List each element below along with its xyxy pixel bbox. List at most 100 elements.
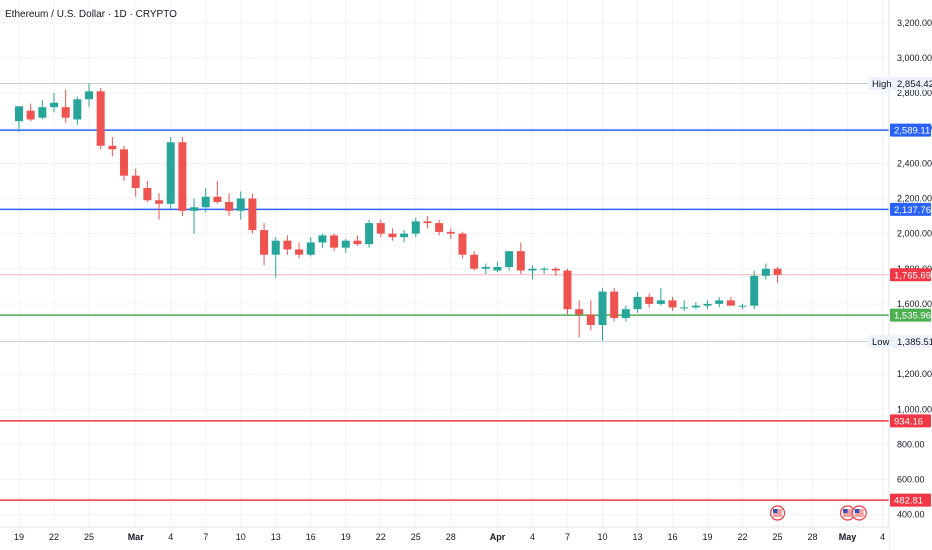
x-tick-label: 4: [530, 532, 535, 542]
candle-up[interactable]: [540, 267, 549, 275]
candle-up[interactable]: [703, 300, 712, 310]
candle-down[interactable]: [668, 296, 677, 311]
candle-down[interactable]: [773, 267, 782, 283]
candle-body: [108, 145, 117, 150]
price-badge: [890, 414, 931, 428]
candle-body: [295, 249, 304, 255]
candle-down[interactable]: [155, 193, 164, 220]
candle-down[interactable]: [423, 216, 432, 229]
x-tick-label: 25: [773, 532, 783, 542]
candle-up[interactable]: [656, 288, 665, 306]
candle-down[interactable]: [248, 193, 257, 234]
candle-down[interactable]: [435, 219, 444, 236]
price-badge-label: 934.16: [894, 416, 923, 427]
candle-down[interactable]: [726, 296, 735, 306]
candle-up[interactable]: [715, 296, 724, 308]
candle-up[interactable]: [190, 198, 199, 234]
candle-up[interactable]: [505, 251, 514, 271]
y-tick-label: 3,200.00: [897, 18, 932, 28]
candle-down[interactable]: [575, 300, 584, 338]
candles-layer[interactable]: [15, 83, 782, 341]
extreme-badge: [868, 335, 932, 349]
us-flag-icon[interactable]: [769, 505, 786, 521]
candle-down[interactable]: [470, 251, 479, 271]
candle-up[interactable]: [633, 291, 642, 313]
time-axis-panel[interactable]: [0, 527, 889, 550]
candle-up[interactable]: [621, 305, 630, 322]
candle-up[interactable]: [271, 237, 280, 278]
candle-body: [458, 233, 467, 255]
candle-up[interactable]: [691, 302, 700, 310]
candle-up[interactable]: [38, 100, 47, 120]
y-tick-label: 400.00: [897, 510, 925, 520]
candle-down[interactable]: [178, 137, 187, 217]
candle-up[interactable]: [738, 303, 747, 310]
candle-up[interactable]: [598, 288, 607, 341]
candle-down[interactable]: [96, 87, 105, 150]
candle-down[interactable]: [458, 231, 467, 259]
candle-down[interactable]: [61, 89, 70, 123]
candle-body: [73, 99, 82, 120]
x-tick-label: 13: [633, 532, 643, 542]
candle-body: [726, 300, 735, 306]
event-markers-layer[interactable]: [769, 505, 867, 521]
candle-body: [166, 142, 175, 204]
candle-down[interactable]: [213, 180, 222, 204]
candle-up[interactable]: [481, 263, 490, 275]
candle-down[interactable]: [131, 168, 140, 197]
candle-body: [598, 291, 607, 325]
candle-down[interactable]: [260, 223, 269, 266]
candle-down[interactable]: [330, 233, 339, 252]
candle-down[interactable]: [120, 145, 129, 181]
x-tick-label: 16: [668, 532, 678, 542]
last-price-badge: [890, 268, 931, 282]
candle-down[interactable]: [376, 219, 385, 238]
candle-body: [26, 110, 35, 120]
us-flag-icon[interactable]: [839, 505, 856, 521]
extreme-tag: High: [872, 79, 892, 90]
x-tick-label: 19: [341, 532, 351, 542]
candle-down[interactable]: [446, 228, 455, 239]
candle-down[interactable]: [225, 193, 234, 217]
y-tick-label: 1,000.00: [897, 404, 932, 414]
price-badge: [890, 493, 931, 507]
candle-up[interactable]: [411, 217, 420, 238]
candle-up[interactable]: [85, 83, 94, 108]
candle-body: [271, 240, 280, 255]
candle-up[interactable]: [761, 263, 770, 280]
candle-up[interactable]: [493, 261, 502, 273]
candle-body: [190, 207, 199, 211]
candle-up[interactable]: [365, 219, 374, 248]
candle-down[interactable]: [563, 268, 572, 315]
candle-down[interactable]: [26, 103, 35, 122]
candle-up[interactable]: [201, 187, 210, 213]
candle-body: [505, 251, 514, 268]
candle-up[interactable]: [750, 270, 759, 310]
candle-down[interactable]: [551, 267, 560, 276]
candle-down[interactable]: [586, 300, 595, 331]
time-axis[interactable]: 19 22 25 Mar 4 7 10 13 16 19 22 25 28 Apr 4 7 10 13 16 19 22…: [14, 532, 885, 542]
us-flag-icon[interactable]: [851, 505, 867, 521]
candle-down[interactable]: [516, 242, 525, 275]
candle-up[interactable]: [73, 96, 82, 125]
candle-up[interactable]: [318, 233, 327, 248]
candle-up[interactable]: [50, 93, 59, 113]
candle-down[interactable]: [353, 235, 362, 246]
candle-down[interactable]: [295, 242, 304, 259]
candle-up[interactable]: [680, 300, 689, 311]
candle-down[interactable]: [610, 288, 619, 322]
candle-down[interactable]: [388, 228, 397, 241]
candle-down[interactable]: [108, 137, 117, 157]
candle-up[interactable]: [236, 191, 245, 220]
candle-body: [283, 240, 292, 250]
candle-up[interactable]: [306, 237, 315, 257]
candle-up[interactable]: [400, 230, 409, 243]
candle-up[interactable]: [528, 265, 537, 280]
candle-down[interactable]: [283, 235, 292, 255]
candle-up[interactable]: [341, 238, 350, 253]
candle-up[interactable]: [15, 106, 23, 132]
candle-down[interactable]: [645, 293, 654, 308]
candle-up[interactable]: [166, 137, 175, 210]
candle-down[interactable]: [143, 180, 152, 203]
